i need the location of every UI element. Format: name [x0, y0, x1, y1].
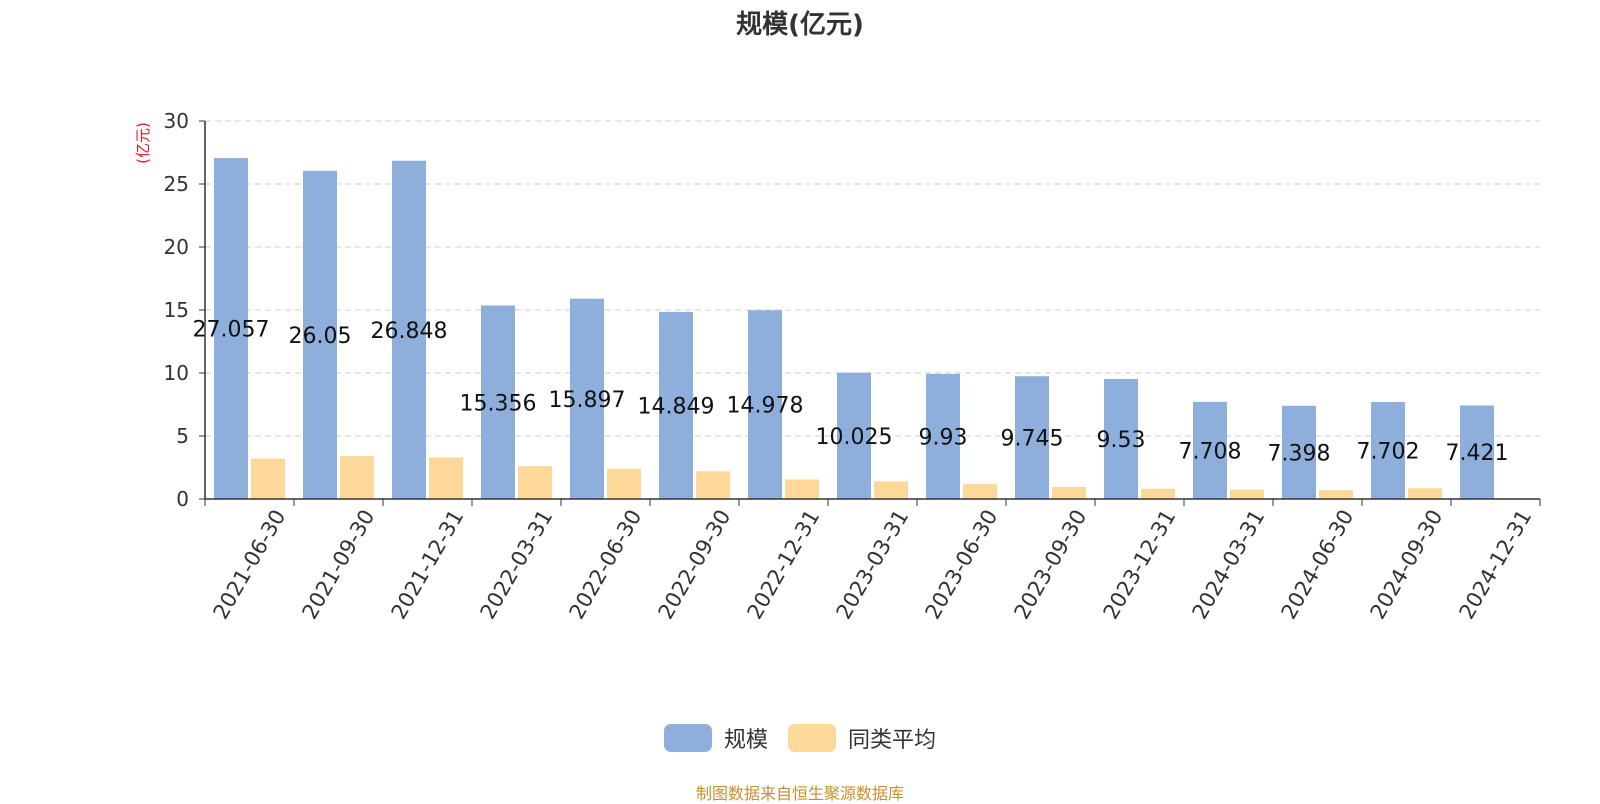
bar-category-average	[518, 466, 552, 499]
data-label: 9.93	[919, 425, 968, 450]
legend-item-category-average[interactable]: 同类平均	[788, 722, 936, 754]
x-tick-label: 2024-12-31	[1455, 506, 1537, 624]
data-labels: 27.057 26.05 26.848 15.356 15.897 14.849 14.97…	[193, 318, 1509, 467]
bar-category-average	[607, 468, 641, 499]
x-tick-label: 2023-09-30	[1010, 506, 1092, 624]
x-tick-label: 2023-03-31	[832, 506, 914, 624]
x-tick-label: 2024-03-31	[1188, 506, 1270, 624]
bar-category-average	[251, 458, 285, 499]
x-tick-label: 2022-03-31	[476, 506, 558, 624]
bar-scale	[1193, 401, 1227, 499]
y-tick-label: 30	[164, 109, 189, 133]
data-label: 9.745	[1001, 427, 1064, 452]
bar-scale	[303, 170, 337, 499]
bar-category-average	[963, 483, 997, 499]
legend-swatch-scale	[663, 724, 712, 752]
legend-label-scale: 规模	[723, 728, 768, 753]
bar-scale	[926, 373, 960, 499]
bar-scale	[214, 158, 248, 500]
y-tick-label: 5	[176, 424, 189, 448]
y-axis-label: (亿元)	[134, 122, 152, 164]
data-label: 15.356	[460, 391, 537, 416]
axes: 0 5 10 15 20 25 30 2021-06-30 2021-09-30 2021-12-…	[164, 109, 1541, 624]
bar-scale	[1282, 405, 1316, 499]
bar-category-average	[1319, 490, 1353, 499]
data-label: 7.708	[1179, 439, 1242, 464]
bar-scale	[392, 160, 426, 499]
data-label: 7.421	[1446, 441, 1509, 466]
bar-category-average	[1052, 487, 1086, 499]
data-label: 10.025	[816, 425, 893, 450]
bar-scale	[748, 310, 782, 499]
bar-scale	[659, 311, 693, 499]
bar-category-average	[1141, 488, 1175, 499]
bar-scale	[837, 372, 871, 499]
x-tick-label: 2021-12-31	[387, 506, 469, 624]
gridlines	[205, 120, 1540, 437]
bar-category-average	[1230, 489, 1264, 499]
bar-scale	[481, 305, 515, 499]
data-label: 14.849	[638, 394, 715, 419]
x-tick-label: 2024-09-30	[1366, 506, 1448, 624]
chart-title: 规模(亿元)	[736, 10, 864, 40]
bar-category-average	[340, 456, 374, 499]
bar-category-average	[696, 471, 730, 499]
y-tick-label: 20	[164, 235, 189, 259]
y-tick-label: 10	[164, 361, 189, 385]
data-label: 7.702	[1357, 439, 1420, 464]
source-note: 制图数据来自恒生聚源数据库	[695, 784, 904, 803]
bar-category-average	[874, 481, 908, 499]
bars	[214, 158, 1494, 500]
bar-scale	[1460, 405, 1494, 499]
data-label: 15.897	[549, 388, 626, 413]
x-tick-label: 2022-06-30	[565, 506, 647, 624]
x-tick-label: 2022-12-31	[743, 506, 825, 624]
bar-scale	[1104, 378, 1138, 499]
x-tick-label: 2021-06-30	[209, 506, 291, 624]
data-label: 7.398	[1268, 441, 1331, 466]
bar-scale	[1015, 376, 1049, 499]
data-label: 26.848	[371, 319, 448, 344]
data-label: 26.05	[289, 324, 352, 349]
bar-chart: 0 5 10 15 20 25 30 2021-06-30 2021-09-30 2021-12-…	[134, 109, 1541, 624]
x-tick-label: 2021-09-30	[298, 506, 380, 624]
y-tick-label: 25	[164, 172, 189, 196]
x-tick-label: 2023-12-31	[1099, 506, 1181, 624]
bar-category-average	[429, 457, 463, 499]
bar-scale	[1371, 401, 1405, 499]
legend-item-scale[interactable]: 规模	[663, 722, 768, 754]
bar-category-average	[785, 479, 819, 499]
x-tick-label: 2023-06-30	[921, 506, 1003, 624]
bar-category-average	[1408, 488, 1442, 499]
data-label: 9.53	[1097, 428, 1146, 453]
legend-swatch-category-average	[788, 724, 836, 752]
y-tick-label: 15	[164, 298, 189, 322]
data-label: 27.057	[193, 318, 270, 343]
x-tick-label: 2024-06-30	[1277, 506, 1359, 624]
bar-scale	[570, 298, 604, 499]
legend-label-category-average: 同类平均	[848, 728, 937, 753]
data-label: 14.978	[727, 394, 804, 419]
y-tick-label: 0	[176, 487, 189, 511]
legend: 规模 同类平均	[0, 722, 1600, 754]
x-tick-label: 2022-09-30	[654, 506, 736, 624]
